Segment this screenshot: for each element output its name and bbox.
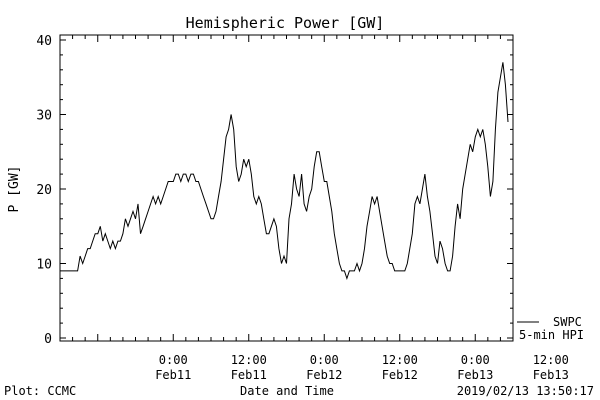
- y-tick-label: 0: [44, 332, 52, 347]
- series-line-swpc: [60, 62, 509, 280]
- x-tick-label-date: Feb13: [457, 368, 493, 382]
- x-tick-label-time: 0:00: [159, 353, 188, 367]
- y-tick-label: 30: [36, 109, 52, 124]
- y-tick-label: 20: [36, 183, 52, 198]
- legend: SWPC 5-min HPI: [517, 315, 584, 342]
- x-tick-label-time: 12:00: [533, 353, 569, 367]
- y-axis-ticks: 0 10 20 30 40: [36, 34, 513, 347]
- plot-frame: [59, 34, 514, 342]
- y-axis-label: P [GW]: [7, 166, 22, 213]
- x-axis-label: Date and Time: [240, 384, 334, 398]
- footer-timestamp: 2019/02/13 13:50:17: [457, 384, 594, 398]
- footer-plot-source: Plot: CCMC: [4, 384, 76, 398]
- legend-label-swpc: SWPC: [553, 315, 582, 329]
- x-tick-label-time: 0:00: [461, 353, 490, 367]
- x-tick-label-date: Feb11: [155, 368, 191, 382]
- x-tick-label-date: Feb13: [533, 368, 569, 382]
- x-tick-label-date: Feb11: [231, 368, 267, 382]
- legend-label-5min-hpi: 5-min HPI: [519, 328, 584, 342]
- x-tick-label-time: 12:00: [231, 353, 267, 367]
- chart-title: Hemispheric Power [GW]: [186, 14, 385, 32]
- x-tick-label-time: 12:00: [382, 353, 418, 367]
- x-tick-label-date: Feb12: [382, 368, 418, 382]
- x-axis-ticks: 0:00Feb1112:00Feb110:00Feb1212:00Feb120:…: [59, 35, 569, 382]
- y-tick-label: 10: [36, 258, 52, 273]
- y-tick-label: 40: [36, 34, 52, 49]
- x-tick-label-date: Feb12: [306, 368, 342, 382]
- x-tick-label-time: 0:00: [310, 353, 339, 367]
